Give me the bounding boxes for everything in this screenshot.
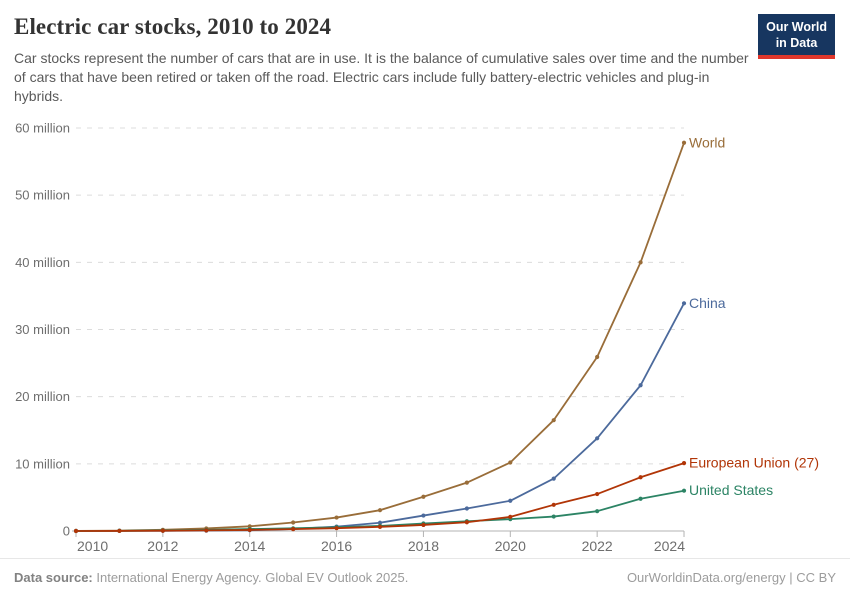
data-point-united-states-2024[interactable] [681, 488, 687, 493]
data-point-china-2019[interactable] [464, 506, 469, 511]
data-point-united-states-2021[interactable] [551, 514, 556, 519]
y-tick-label-10: 10 million [15, 456, 70, 471]
data-point-china-2021[interactable] [551, 476, 556, 481]
data-point-european-union-27-2016[interactable] [334, 526, 339, 531]
data-point-united-states-2023[interactable] [638, 496, 643, 501]
owid-logo-line1: Our World [766, 20, 827, 34]
data-point-european-union-27-2018[interactable] [421, 522, 426, 528]
data-point-world-2015[interactable] [291, 520, 296, 525]
series-line-china[interactable] [75, 302, 685, 532]
data-point-united-states-2022[interactable] [595, 509, 600, 514]
y-tick-label-20: 20 million [15, 389, 70, 404]
data-point-european-union-27-2023[interactable] [638, 475, 643, 480]
data-point-world-2019[interactable] [464, 480, 469, 485]
x-tick-label-2024: 2024 [654, 538, 685, 554]
data-point-world-2020[interactable] [508, 460, 513, 465]
data-point-china-2022[interactable] [595, 436, 600, 441]
data-point-european-union-27-2014[interactable] [247, 527, 252, 533]
data-point-world-2016[interactable] [334, 515, 339, 520]
data-source-text: International Energy Agency. Global EV O… [92, 570, 409, 585]
series-label-world[interactable]: World [689, 134, 725, 150]
data-point-european-union-27-2022[interactable] [595, 491, 600, 497]
data-point-european-union-27-2017[interactable] [377, 524, 383, 529]
x-axis-tick-labels: 2010 2012 2014 2016 2018 2020 2022 2024 [75, 531, 685, 554]
data-point-china-2020[interactable] [508, 498, 513, 503]
data-point-world-2024[interactable] [681, 140, 687, 145]
data-point-european-union-27-2011[interactable] [117, 528, 122, 534]
series-label-united-states[interactable]: United States [689, 482, 773, 498]
data-point-china-2018[interactable] [421, 513, 426, 518]
chart-subtitle: Car stocks represent the number of cars … [14, 50, 749, 104]
data-source-label: Data source: [14, 570, 93, 585]
data-point-european-union-27-2010[interactable] [73, 528, 79, 534]
owid-logo-line2: in Data [775, 36, 818, 50]
y-axis-tick-labels: 0 10 million 20 million 30 million 40 millio… [15, 120, 70, 538]
x-tick-label-2012: 2012 [147, 538, 178, 554]
y-tick-label-50: 50 million [15, 188, 70, 203]
data-point-european-union-27-2024[interactable] [681, 461, 687, 466]
series-european-union-27[interactable]: European Union (27) [73, 455, 819, 534]
data-point-european-union-27-2020[interactable] [508, 514, 513, 519]
chart-title: Electric car stocks, 2010 to 2024 [14, 14, 332, 39]
series-label-china[interactable]: China [689, 295, 726, 311]
chart-footer: Data source: International Energy Agency… [0, 558, 850, 600]
chart-header: Electric car stocks, 2010 to 2024 Car st… [14, 14, 836, 106]
data-point-world-2021[interactable] [551, 418, 556, 423]
y-tick-label-60: 60 million [15, 120, 70, 135]
x-tick-label-2010: 2010 [77, 538, 108, 554]
series-line-world[interactable] [75, 141, 685, 532]
data-point-world-2022[interactable] [595, 354, 600, 360]
series-label-european-union-27[interactable]: European Union (27) [689, 455, 819, 471]
y-tick-label-0: 0 [63, 524, 70, 539]
series-world[interactable]: World [73, 134, 725, 533]
x-tick-label-2020: 2020 [495, 538, 526, 554]
data-point-world-2017[interactable] [377, 508, 383, 513]
x-tick-label-2016: 2016 [321, 538, 352, 554]
x-tick-label-2022: 2022 [582, 538, 613, 554]
data-point-european-union-27-2021[interactable] [551, 502, 556, 507]
data-point-european-union-27-2013[interactable] [204, 528, 209, 533]
data-point-european-union-27-2012[interactable] [160, 528, 165, 533]
data-point-china-2024[interactable] [681, 301, 687, 306]
data-point-european-union-27-2019[interactable] [464, 520, 469, 525]
x-tick-label-2018: 2018 [408, 538, 439, 554]
series-china[interactable]: China [73, 295, 726, 534]
data-point-china-2023[interactable] [638, 383, 643, 388]
credit-link[interactable]: OurWorldinData.org/energy | CC BY [626, 570, 836, 585]
data-point-european-union-27-2015[interactable] [291, 527, 296, 532]
data-source-note: Data source: International Energy Agency… [14, 570, 408, 600]
data-point-china-2017[interactable] [377, 520, 383, 525]
y-tick-label-30: 30 million [15, 322, 70, 337]
x-tick-label-2014: 2014 [234, 538, 265, 554]
data-point-world-2023[interactable] [638, 260, 643, 265]
y-tick-label-40: 40 million [15, 255, 70, 270]
data-point-world-2018[interactable] [421, 494, 426, 499]
line-chart-plot[interactable]: 0 10 million 20 million 30 million 40 millio… [0, 116, 850, 558]
owid-logo[interactable]: Our World in Data [758, 14, 835, 59]
gridlines [72, 127, 685, 532]
